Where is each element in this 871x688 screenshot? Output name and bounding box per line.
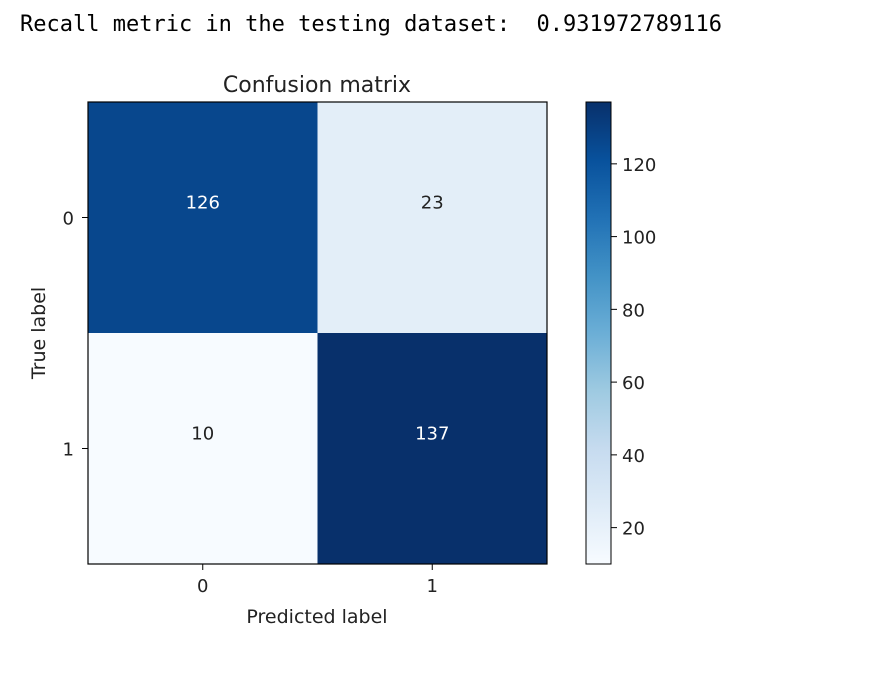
x-tick-label: 0 [197,576,208,597]
matrix-cell-0-1 [317,102,547,333]
colorbar-tick-label: 20 [622,519,645,540]
matrix-cell-1-0 [88,333,318,564]
y-tick-label: 0 [63,209,74,230]
colorbar-tick-label: 100 [622,228,656,249]
cell-value-label: 23 [421,193,444,214]
y-axis-label: True label [28,287,50,380]
matrix-cell-1-1 [317,333,547,564]
y-axis-ticks: 01 [63,209,88,461]
plot-frame [87,101,548,565]
chart-title: Confusion matrix [223,73,411,98]
colorbar-ticks: 20 40 60 80 100 120 [611,155,656,540]
matrix-cell-0-0 [88,102,318,333]
x-axis-label: Predicted label [246,606,387,628]
cell-value-label: 10 [191,424,214,445]
colorbar-tick-label: 80 [622,300,645,321]
colorbar-tick-label: 40 [622,446,645,467]
cell-value-label: 126 [186,193,220,214]
x-tick-label: 1 [427,576,438,597]
colorbar-tick-label: 60 [622,373,645,394]
matrix-cells: 126 23 10 137 [88,102,547,564]
colorbar-tick-label: 120 [622,155,656,176]
colorbar [585,101,612,565]
y-tick-label: 1 [63,440,74,461]
recall-output-text: Recall metric in the testing dataset: 0.… [20,12,722,37]
cell-value-label: 137 [415,424,449,445]
